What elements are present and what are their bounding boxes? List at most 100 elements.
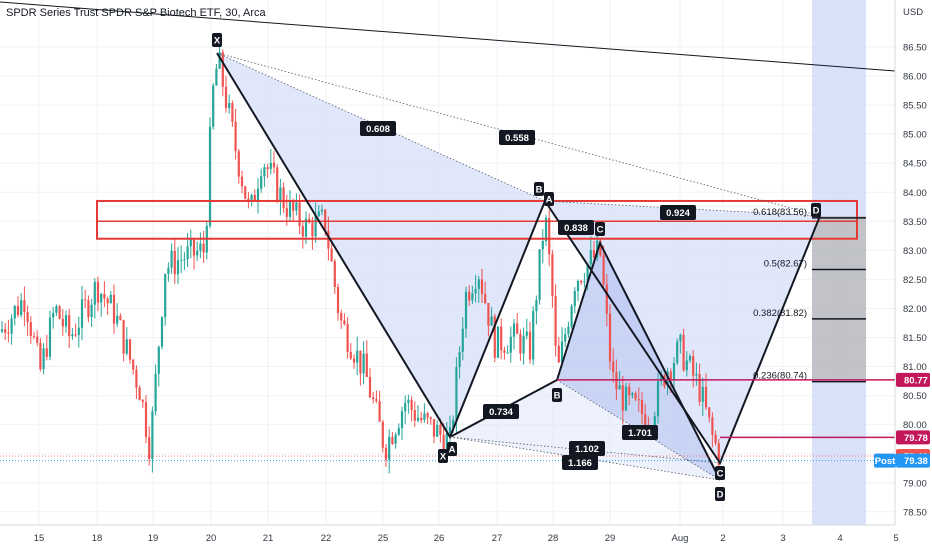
ratio-tag: 0.924 — [666, 208, 690, 219]
candle-body — [512, 323, 516, 337]
candle-body — [26, 312, 29, 323]
point-tag-bg — [715, 487, 725, 501]
candle-body — [64, 315, 68, 327]
candle-body — [48, 317, 52, 357]
candle-body — [189, 238, 192, 247]
candle-body — [548, 217, 551, 255]
candle-body — [583, 281, 586, 283]
time-tick-label: Aug — [672, 533, 689, 544]
price-tag: 80.77 — [904, 375, 928, 386]
candle-body — [13, 306, 16, 319]
trend-line — [0, 1, 896, 72]
candle-body — [397, 428, 400, 435]
pattern-triangle-xab — [217, 53, 545, 437]
ratio-tag: 1.166 — [568, 458, 592, 469]
candle-body — [455, 367, 458, 420]
price-tick-label: 83.50 — [903, 217, 927, 228]
time-axis[interactable]: 15 18 19 20 21 22 25 26 27 28 29 Aug 2 3 4 5 — [0, 524, 899, 544]
candle-body — [464, 291, 468, 329]
candle-body — [301, 226, 304, 237]
candle-body — [55, 306, 58, 313]
candle-body — [7, 332, 10, 334]
candle-body — [224, 86, 228, 109]
post-badge: Post — [875, 456, 896, 467]
candle-body — [125, 339, 128, 354]
candle-body — [701, 386, 704, 402]
price-tick-label: 81.00 — [903, 362, 927, 373]
candle-body — [144, 402, 148, 438]
candle-body — [77, 327, 80, 336]
candle-body — [237, 151, 240, 177]
candle-body — [333, 261, 336, 288]
candle-body — [608, 313, 612, 362]
ratio-tag: 0.838 — [564, 223, 588, 234]
candle-body — [314, 215, 317, 237]
candle-body — [36, 336, 39, 343]
candle-body — [679, 334, 682, 342]
ratio-tag-bg — [499, 130, 535, 145]
candle-body — [375, 399, 378, 402]
candle-body — [653, 416, 656, 430]
candle-body — [496, 326, 500, 358]
pattern-triangle-bcd — [545, 201, 820, 463]
candle-body — [560, 341, 564, 363]
candle-body — [221, 52, 224, 87]
candle-body — [544, 217, 548, 242]
candle-body — [208, 126, 212, 226]
candle-body — [612, 361, 615, 373]
ratio-tag-bg — [569, 441, 605, 456]
candle-body — [535, 300, 538, 312]
candle-body — [394, 434, 397, 444]
candle-body — [477, 279, 480, 290]
candle-body — [615, 372, 618, 390]
candle-body — [320, 209, 324, 212]
resistance-zone — [96, 199, 858, 240]
price-tag: 79.78 — [904, 433, 928, 444]
candle-body — [279, 187, 282, 202]
candle-body — [266, 167, 269, 169]
candle-body — [39, 342, 42, 370]
candle-body — [45, 348, 48, 357]
price-tick-label: 79.00 — [903, 478, 927, 489]
candle-body — [29, 322, 32, 336]
point-tag: A — [449, 445, 456, 456]
time-tick-label: 18 — [92, 533, 103, 544]
candle-body — [570, 306, 573, 327]
candle-body — [704, 386, 708, 408]
candlesticks — [0, 44, 720, 475]
candle-body — [516, 323, 519, 334]
point-tag-bg — [212, 33, 222, 47]
candle-body — [186, 246, 189, 260]
candle-body — [490, 316, 493, 326]
candle-body — [656, 381, 660, 417]
price-axis[interactable]: USD 86.50 86.00 85.50 85.00 84.50 84.00 83.50 83… — [874, 0, 932, 550]
candle-body — [624, 386, 628, 411]
candle-body — [436, 424, 439, 437]
candle-body — [317, 211, 320, 216]
candle-body — [304, 219, 308, 237]
candle-body — [692, 356, 695, 376]
candle-body — [196, 250, 199, 256]
candle-body — [330, 248, 333, 262]
candle-body — [573, 291, 576, 307]
price-tick-label: 80.00 — [903, 420, 927, 431]
price-tick-label: 85.00 — [903, 130, 927, 141]
fib-level-label: 0.236(80.74) — [753, 371, 807, 382]
candle-body — [554, 296, 557, 346]
candle-body — [484, 293, 487, 304]
candle-body — [272, 162, 276, 168]
ratio-tag: 1.701 — [628, 428, 652, 439]
candle-body — [42, 348, 45, 370]
candle-body — [708, 407, 711, 418]
price-tick-label: 85.50 — [903, 101, 927, 112]
price-tick-label: 83.00 — [903, 246, 927, 257]
candle-body — [368, 376, 372, 398]
time-tick-label: 28 — [548, 533, 559, 544]
candle-body — [407, 399, 410, 403]
candle-body — [90, 304, 93, 318]
candle-body — [285, 208, 288, 217]
point-tag-bg — [438, 449, 448, 463]
candle-body — [448, 427, 452, 434]
time-tick-label: 21 — [263, 533, 274, 544]
